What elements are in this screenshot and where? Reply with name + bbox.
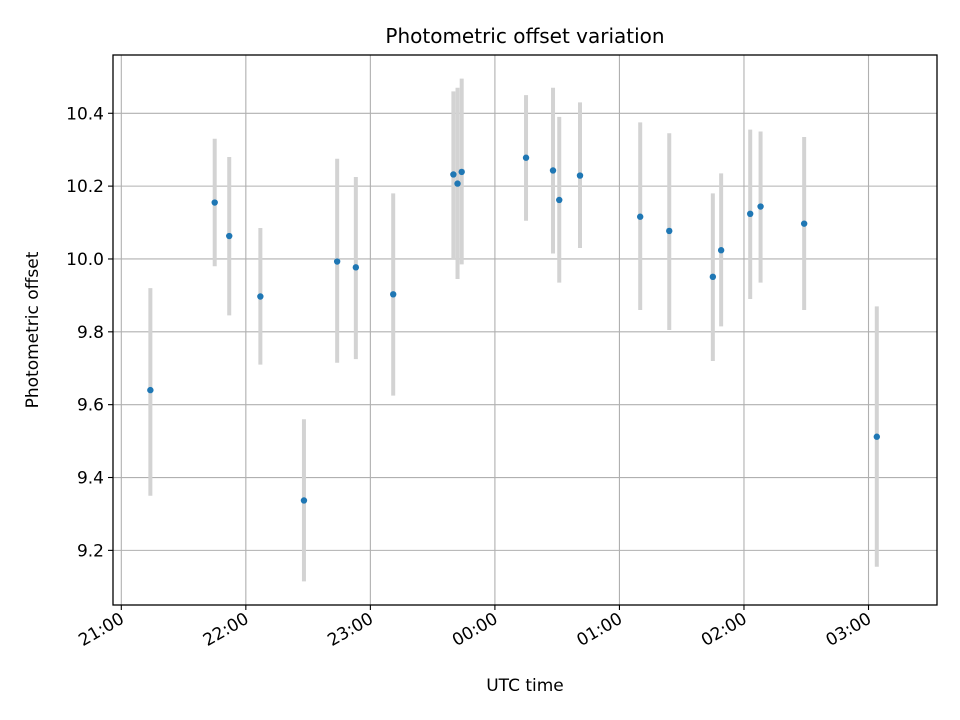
data-point (454, 180, 461, 187)
data-point (757, 203, 764, 210)
y-tick-label: 9.6 (77, 396, 104, 416)
data-point (211, 199, 218, 206)
plot-frame (112, 54, 938, 606)
data-point (390, 291, 397, 298)
y-axis-ticks: 9.2 9.4 9.6 9.8 10.0 10.2 10.4 (66, 104, 113, 561)
data-point (257, 293, 264, 300)
data-point (226, 232, 233, 240)
chart-title: Photometric offset variation (385, 24, 664, 48)
y-tick-label: 10.2 (66, 177, 104, 197)
y-tick-label: 10.0 (66, 250, 104, 270)
data-point (522, 154, 530, 161)
data-point (800, 220, 808, 227)
data-point (450, 171, 457, 178)
data-point (352, 264, 360, 271)
data-point (873, 433, 881, 440)
data-point (746, 210, 754, 218)
y-tick-label: 10.4 (66, 104, 104, 124)
data-points (147, 154, 881, 504)
data-point (300, 497, 308, 504)
data-point (147, 386, 154, 394)
data-point (666, 227, 673, 235)
y-tick-label: 9.2 (77, 541, 104, 561)
y-tick-label: 9.8 (77, 323, 104, 343)
data-point (636, 213, 644, 220)
x-axis-title: UTC time (486, 676, 564, 696)
data-point (458, 168, 465, 176)
data-point (709, 273, 717, 281)
data-point (556, 196, 563, 204)
data-point (576, 172, 584, 179)
data-point (717, 247, 725, 254)
y-tick-label: 9.4 (77, 469, 104, 489)
y-axis-title: Photometric offset (23, 251, 43, 408)
data-point (549, 167, 557, 174)
data-point (333, 258, 341, 265)
